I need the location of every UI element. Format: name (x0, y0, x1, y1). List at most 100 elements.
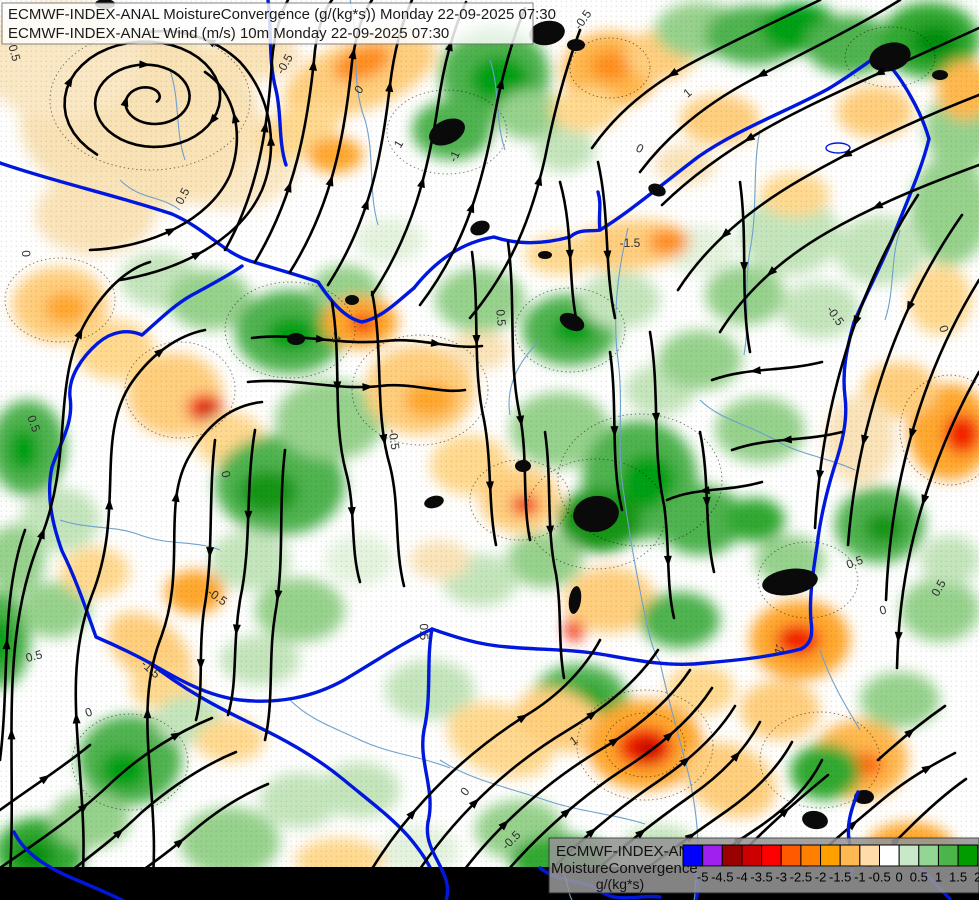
wind-arrowhead (780, 435, 793, 444)
legend-tick: -4.5 (711, 870, 733, 885)
wind-arrowhead (260, 121, 269, 133)
legend-tick: 1.5 (949, 870, 967, 885)
wind-arrowhead (77, 802, 89, 813)
legend-tick-labels: -5 -4.5 -4 -3.5 -3 -2.5 -2 -1.5 -1 -0.5 0 0.5 1 1.5 2 (697, 870, 979, 885)
wind-arrowhead (565, 249, 574, 261)
legend-color-swatch (859, 844, 880, 867)
wind-arrowhead (635, 828, 647, 839)
wind-arrowhead (608, 737, 620, 747)
legend-color-swatch (839, 844, 861, 867)
wind-arrowhead (667, 67, 679, 78)
wind-arrowhead (417, 176, 425, 189)
wind-arrowhead (496, 77, 505, 90)
wind-arrowhead (143, 707, 152, 719)
contour-label: -0.5 (386, 428, 403, 451)
wind-arrowhead (498, 819, 510, 831)
wind-arrowhead (105, 498, 114, 510)
wind-arrowhead (274, 589, 283, 602)
wind-arrowhead (120, 95, 129, 108)
wind-arrowhead (756, 68, 768, 78)
wind-arrowhead (283, 181, 292, 193)
legend-tick: -0.5 (868, 870, 890, 885)
wind-arrowhead (315, 334, 327, 343)
wind-arrowhead (385, 80, 394, 93)
legend-color-swatch (898, 844, 920, 867)
wind-arrowhead (684, 832, 696, 843)
contour-label: -2 (770, 641, 787, 656)
wind-arrowhead (743, 132, 756, 142)
legend-tick: -2.5 (790, 870, 812, 885)
contour-label: -1.5 (620, 236, 641, 250)
wind-arrowhead (603, 250, 612, 262)
wind-arrowhead (485, 481, 494, 493)
wind-arrowhead (560, 807, 572, 819)
wind-arrowhead (779, 807, 790, 818)
contour-label: 0.5 (493, 309, 508, 327)
wind-arrowhead (466, 201, 475, 214)
wind-arrowhead (196, 659, 205, 671)
contour-label: 0.5 (844, 553, 865, 572)
title-line-wind: ECMWF-INDEX-ANAL Wind (m/s) 10m Monday 2… (8, 25, 449, 42)
wind-arrowhead (904, 728, 916, 739)
wind-arrowhead (333, 381, 342, 393)
wind-arrowhead (325, 174, 334, 187)
wind-arrowhead (348, 47, 357, 60)
wind-arrowhead (586, 710, 598, 721)
title-line-moisture: ECMWF-INDEX-ANAL MoistureConvergence (g/… (8, 6, 556, 23)
wind-arrowhead (853, 315, 862, 327)
legend-tick: -2 (815, 870, 827, 885)
legend-color-scale (682, 844, 979, 867)
wind-arrowhead (165, 227, 177, 237)
wind-arrowhead (232, 112, 240, 124)
wind-arrowhead (730, 750, 741, 762)
wind-arrowheads (2, 39, 953, 885)
legend-tick: 2 (974, 870, 979, 885)
contour-label: 0 (878, 602, 888, 617)
wind-arrowhead (894, 631, 903, 643)
contour-label: 0 (218, 469, 233, 479)
wind-arrowhead (37, 527, 45, 540)
legend-color-swatch (957, 844, 979, 867)
wind-arrowhead (2, 638, 11, 650)
wind-arrowhead (191, 251, 203, 261)
wind-arrowhead (720, 228, 732, 239)
wind-arrowhead (871, 200, 884, 210)
wind-arrowhead (406, 808, 417, 820)
contour-label: 0 (936, 323, 951, 334)
wind-arrowhead (840, 148, 853, 158)
legend-source: ECMWF-INDEX-ANAL (556, 843, 708, 860)
legend-tick: 0.5 (910, 870, 928, 885)
legend-tick: -5 (697, 870, 709, 885)
wind-arrowhead (139, 60, 151, 69)
legend-color-swatch (820, 844, 841, 867)
wind-arrowhead (679, 756, 691, 767)
wind-arrowhead (74, 327, 83, 340)
legend: ECMWF-INDEX-ANAL MoistureConvergence g/(… (548, 837, 979, 894)
wind-arrowhead (64, 75, 73, 88)
wind-arrowhead (154, 347, 166, 358)
legend-tick: -3 (775, 870, 787, 885)
wind-arrowhead (171, 490, 180, 503)
legend-tick: -3.5 (750, 870, 772, 885)
legend-color-swatch (780, 844, 802, 867)
legend-color-swatch (682, 844, 704, 867)
wind-arrowhead (170, 732, 183, 741)
wind-arrowhead (72, 712, 81, 724)
wind-arrowhead (472, 335, 481, 347)
wind-arrowhead (873, 67, 886, 76)
wind-arrowhead (816, 469, 825, 482)
wind-arrowhead (766, 266, 778, 277)
contour-label: 0.5 (24, 413, 43, 434)
contour-label: -1 (328, 330, 344, 344)
wind-arrowhead (430, 338, 443, 347)
contour-label: 0 (19, 250, 34, 258)
wind-arrowhead (663, 731, 675, 742)
legend-color-swatch (702, 844, 723, 867)
legend-tick: -4 (736, 870, 748, 885)
wind-arrowhead (740, 262, 749, 274)
legend-color-swatch (800, 844, 822, 867)
legend-color-swatch (918, 844, 939, 867)
